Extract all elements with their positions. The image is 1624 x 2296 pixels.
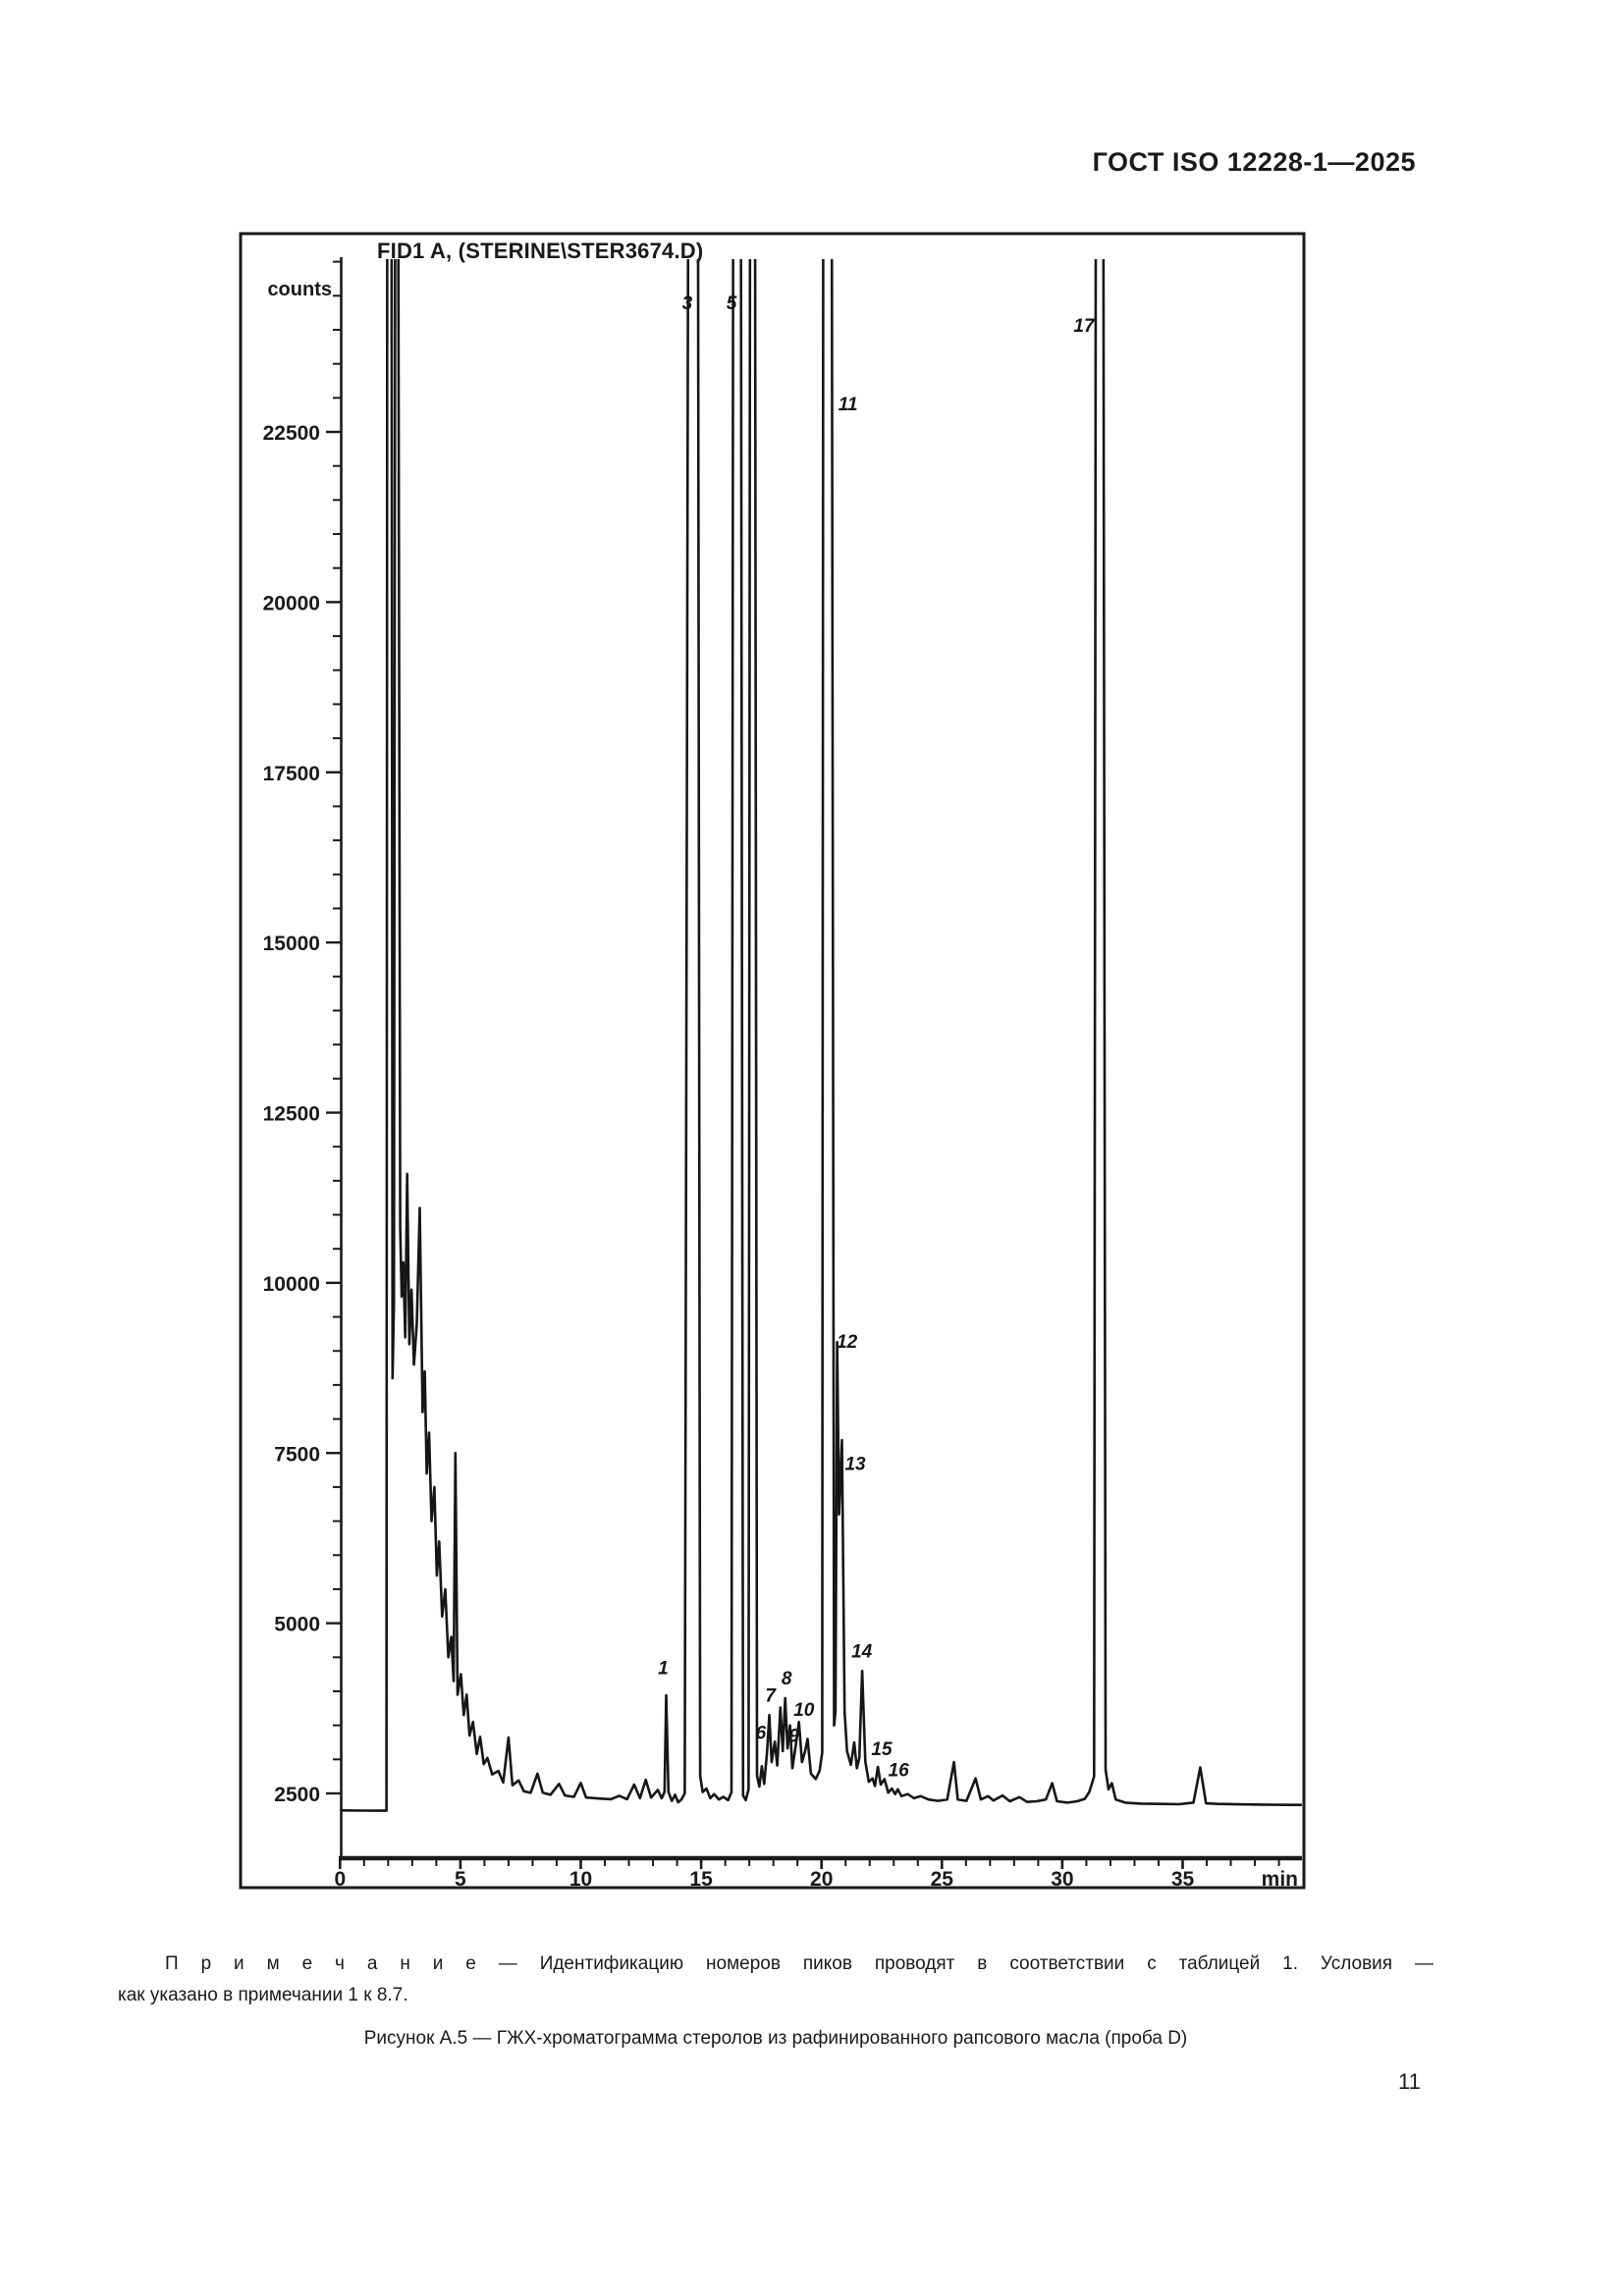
x-tick-label: 30 (1051, 1868, 1073, 1891)
peak-label-17: 17 (1073, 316, 1096, 337)
figure-note: П р и м е ч а н и е — Идентификацию номе… (118, 1949, 1434, 2011)
note-line-2: как указано в примечании 1 к 8.7. (118, 1985, 408, 2005)
chromatogram-trace (342, 259, 1302, 1812)
peak-label-16: 16 (889, 1761, 910, 1782)
peak-label-7: 7 (765, 1685, 777, 1706)
x-tick-label: 10 (569, 1868, 592, 1891)
peak-label-8: 8 (782, 1669, 792, 1689)
figure-border (239, 232, 1306, 1890)
peak-label-3: 3 (682, 294, 693, 314)
peak-label-15: 15 (871, 1739, 893, 1760)
y-tick-label: 17500 (263, 763, 320, 785)
x-tick-label: 20 (810, 1868, 833, 1891)
x-tick-label: 15 (689, 1868, 713, 1891)
peak-label-14: 14 (851, 1641, 873, 1662)
y-tick-label: 2500 (274, 1784, 320, 1806)
y-tick-label: 15000 (263, 933, 320, 955)
page-number: 11 (1398, 2069, 1421, 2094)
peak-label-1: 1 (658, 1659, 669, 1680)
x-tick-label: 35 (1171, 1868, 1195, 1891)
y-tick-label: 12500 (263, 1103, 320, 1126)
y-tick-label: 10000 (263, 1273, 320, 1296)
x-tick-label: 0 (334, 1868, 346, 1891)
y-tick-label: 7500 (274, 1443, 320, 1466)
peak-label-12: 12 (837, 1332, 858, 1353)
peak-label-10: 10 (793, 1700, 815, 1721)
x-tick-label: 5 (455, 1868, 466, 1891)
y-tick-label: 20000 (263, 592, 320, 614)
y-tick-label: 22500 (263, 422, 320, 445)
y-axis-unit-label: counts (267, 279, 332, 300)
note-line-1: П р и м е ч а н и е — Идентификацию номе… (165, 1953, 1434, 1974)
document-header: ГОСТ ISO 12228-1—2025 (1092, 147, 1416, 177)
peak-label-5: 5 (727, 294, 737, 314)
figure-caption: Рисунок А.5 — ГЖХ-хроматограмма стеролов… (363, 2028, 1188, 2049)
peak-label-13: 13 (844, 1455, 866, 1475)
axis-tick-labels: 2500 5000 7500 10000 12500 15000 17500 20000 225… (263, 422, 1298, 1891)
axis-ticks (326, 260, 1280, 1869)
y-tick-label: 5000 (274, 1614, 320, 1636)
peak-label-6: 6 (756, 1724, 767, 1744)
chart-title: FID1 A, (STERINE\STER3674.D) (377, 239, 704, 263)
peak-label-11: 11 (839, 395, 858, 415)
x-tick-label: 25 (931, 1868, 954, 1891)
x-axis-unit-label: min (1262, 1868, 1298, 1891)
peak-label-9: 9 (788, 1726, 799, 1746)
